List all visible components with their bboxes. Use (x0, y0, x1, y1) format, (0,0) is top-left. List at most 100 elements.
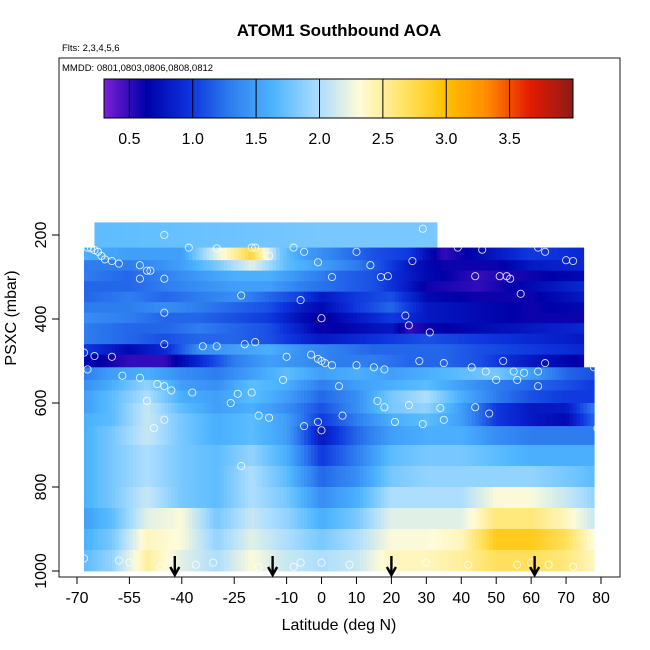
heat-cell (230, 312, 235, 324)
heat-cell (510, 550, 515, 572)
heat-cell (443, 291, 448, 303)
heat-cell (363, 379, 368, 391)
heat-cell (328, 367, 333, 381)
colorbar-swatch (564, 79, 568, 118)
heat-cell (436, 413, 441, 427)
heat-cell (496, 445, 501, 467)
heat-cell (478, 291, 483, 303)
heat-cell (489, 333, 494, 345)
heat-cell (482, 403, 487, 414)
heat-cell (492, 247, 497, 261)
heat-cell (101, 367, 106, 381)
heat-cell (90, 403, 96, 414)
heat-cell (398, 302, 403, 314)
heat-cell (332, 222, 337, 248)
heat-cell (363, 367, 368, 381)
heat-cell (136, 270, 141, 282)
heat-cell (262, 390, 267, 404)
heat-cell (576, 403, 581, 414)
heat-cell (576, 413, 581, 427)
heat-cell (311, 426, 316, 446)
heat-cell (199, 390, 204, 404)
sample-marker (313, 258, 323, 267)
heat-cell (279, 260, 284, 272)
heat-cell (90, 550, 96, 572)
heat-cell (167, 270, 172, 282)
heat-cell (293, 426, 298, 446)
sample-marker (453, 243, 462, 252)
heat-cell (104, 487, 110, 509)
heat-cell (408, 487, 413, 509)
heat-cell (192, 222, 197, 248)
heat-cell (167, 403, 172, 414)
heat-cell (241, 413, 246, 427)
heat-cell (548, 426, 553, 446)
heat-cell (398, 367, 403, 381)
heat-cell (471, 379, 476, 391)
heat-cell (513, 344, 518, 356)
heat-cell (125, 291, 130, 303)
heat-cell (440, 260, 445, 272)
heat-cell (227, 333, 232, 345)
heat-cell (513, 333, 518, 345)
heat-cell (426, 413, 431, 427)
heat-cell (304, 302, 309, 314)
heat-cell (485, 466, 490, 488)
heat-cell (436, 312, 441, 324)
heat-cell (356, 529, 361, 551)
heat-cell (269, 354, 274, 368)
heat-cell (359, 508, 365, 530)
heat-cell (356, 291, 361, 303)
heat-cell (531, 302, 536, 314)
heat-cell (513, 312, 518, 324)
heat-cell (262, 445, 267, 467)
heat-cell (220, 529, 225, 551)
heat-cell (580, 379, 585, 391)
heat-cell (573, 323, 578, 335)
heat-cell (387, 281, 392, 293)
heat-cell (552, 413, 557, 427)
heat-cell (499, 413, 504, 427)
heat-cell (136, 247, 141, 261)
heat-cell (101, 247, 106, 261)
heat-cell (118, 247, 124, 261)
heat-cell (447, 466, 452, 488)
heat-cell (527, 281, 532, 293)
heat-cell (566, 466, 571, 488)
heat-cell (394, 260, 399, 272)
heat-cell (342, 281, 347, 293)
sample-marker (373, 396, 382, 405)
heat-cell (118, 222, 124, 248)
heat-cell (587, 426, 592, 446)
heat-cell (192, 247, 197, 261)
heat-cell (461, 281, 466, 293)
heat-cell (213, 367, 218, 381)
heat-cell (433, 445, 438, 467)
heat-cell (97, 367, 103, 381)
heat-cell (216, 445, 221, 467)
heat-cell (150, 487, 155, 509)
heat-cell (534, 354, 539, 368)
heat-cell (111, 260, 117, 272)
heat-cell (422, 529, 427, 551)
heat-cell (573, 466, 578, 488)
heat-cell (349, 222, 354, 248)
heat-cell (234, 333, 239, 345)
heat-cell (422, 291, 427, 303)
heat-cell (349, 247, 354, 261)
heat-cell (297, 247, 302, 261)
heat-cell (125, 270, 130, 282)
heat-cell (387, 445, 392, 467)
heat-cell (206, 312, 211, 324)
heat-cell (167, 550, 172, 572)
heat-cell (359, 312, 365, 324)
heat-cell (461, 302, 466, 314)
heat-cell (475, 426, 480, 446)
heat-cell (391, 302, 396, 314)
sample-marker (369, 363, 378, 372)
heat-cell (398, 487, 403, 509)
heat-cell (366, 281, 372, 293)
heat-cell (118, 445, 124, 467)
heat-cell (220, 466, 225, 488)
heat-cell (286, 487, 291, 509)
